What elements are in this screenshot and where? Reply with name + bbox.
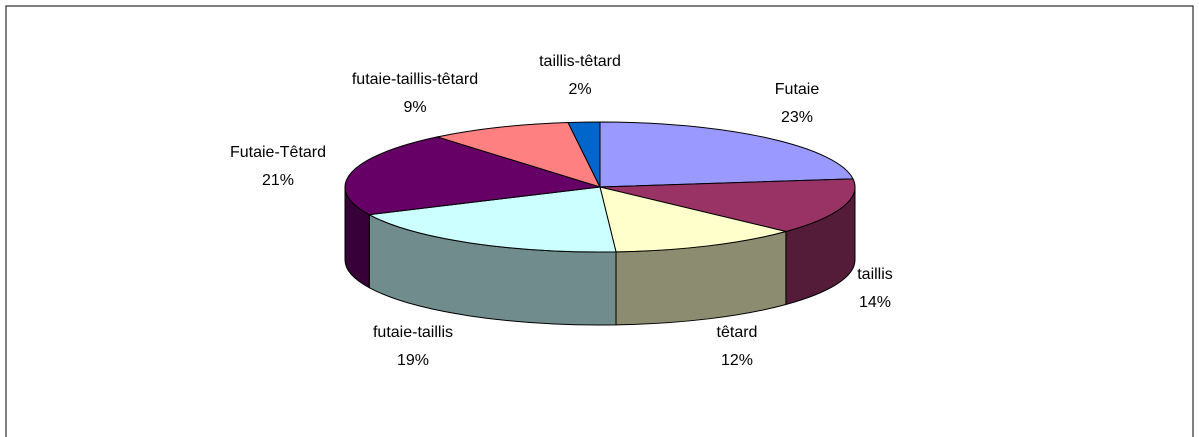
slice: [435, 122, 601, 188]
slice: [344, 136, 601, 216]
slice: [367, 186, 617, 253]
slice-value-label: 12%: [721, 352, 753, 369]
slice: [567, 121, 601, 188]
slice-label: futaie-taillis: [373, 324, 453, 341]
slice-value-label: 9%: [403, 99, 426, 116]
slice: [599, 121, 854, 188]
slice-label: têtard: [717, 324, 758, 341]
slice-label: futaie-taillis-têtard: [352, 71, 478, 88]
slice-label: taillis-têtard: [539, 53, 621, 70]
slice-value-label: 19%: [397, 352, 429, 369]
slice-value-label: 21%: [262, 172, 294, 189]
slice-label: Futaie: [775, 81, 820, 98]
slice-label: taillis: [857, 266, 893, 283]
slice-label: Futaie-Têtard: [230, 144, 326, 161]
slice: [599, 178, 856, 233]
slice-value-label: 14%: [859, 294, 891, 311]
slice-value-label: 2%: [568, 81, 591, 98]
slice-value-label: 23%: [781, 109, 813, 126]
slice: [599, 186, 787, 253]
